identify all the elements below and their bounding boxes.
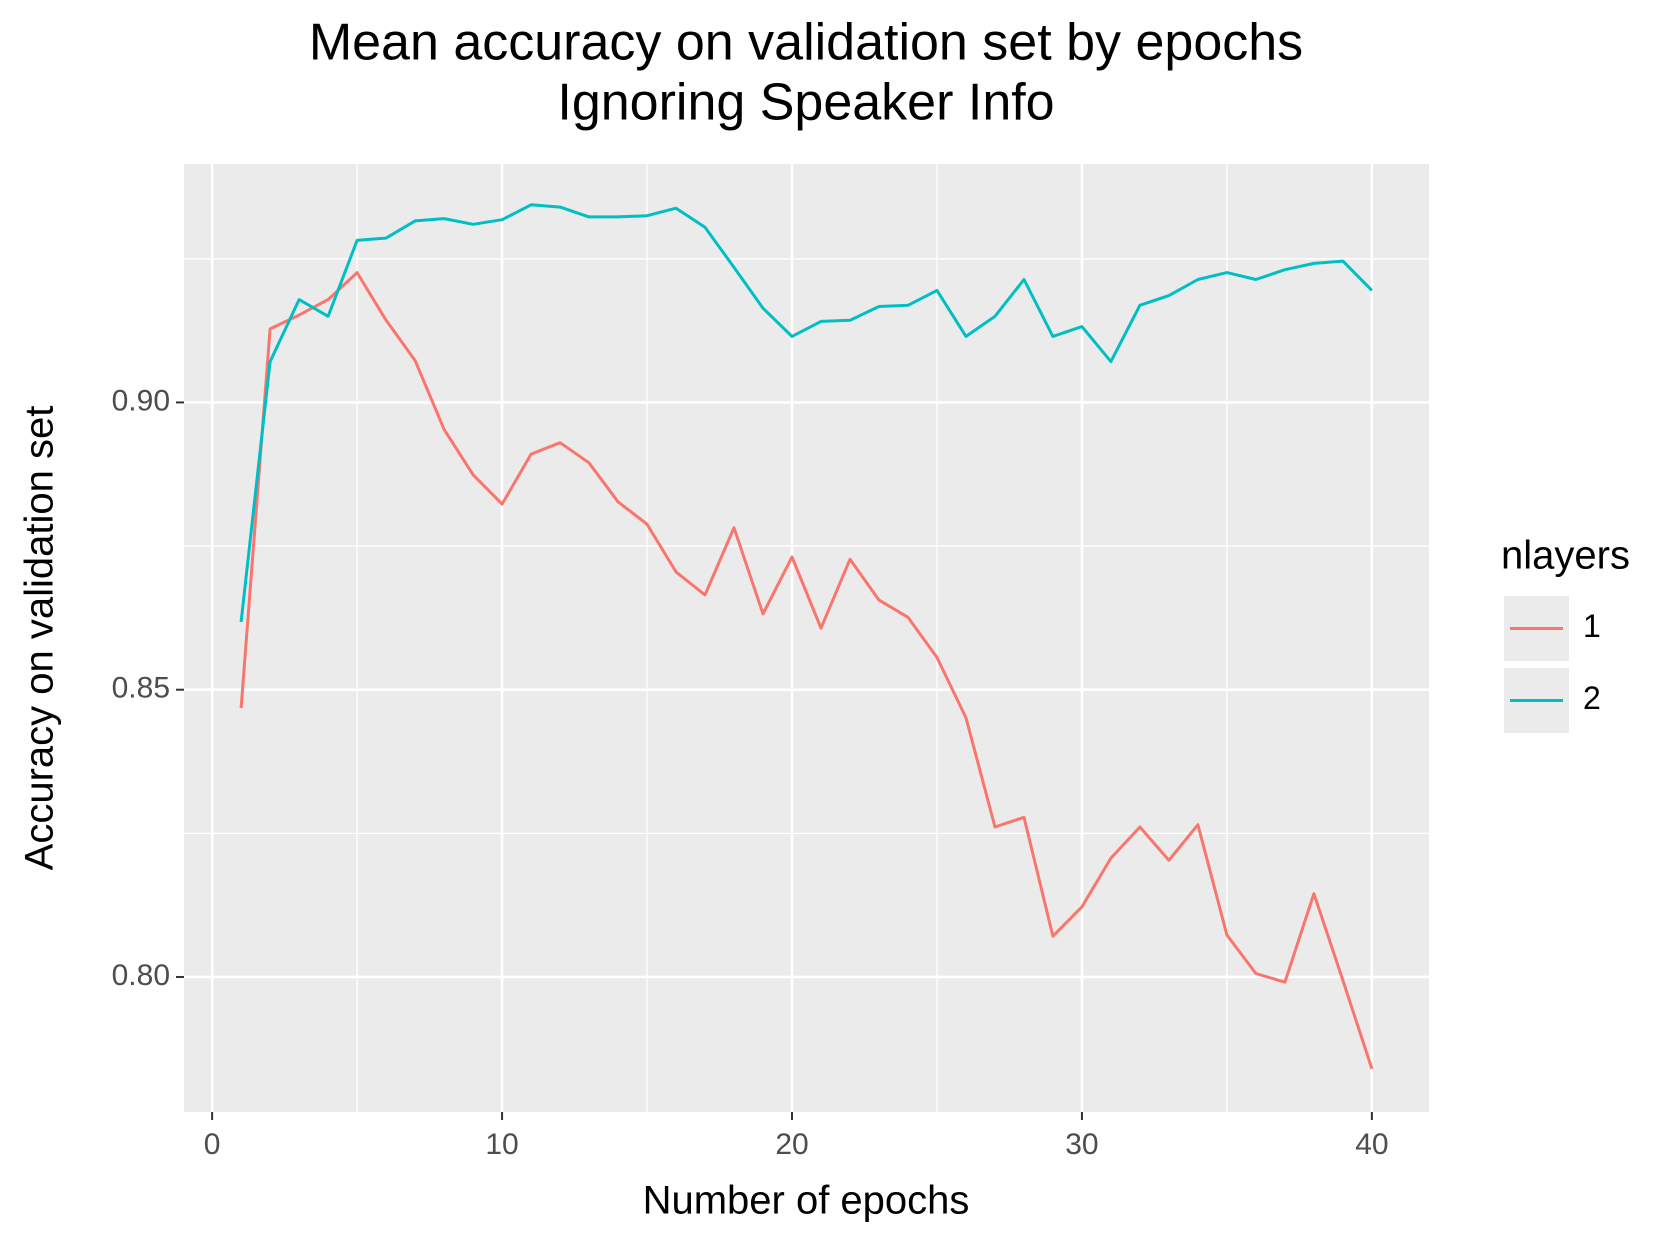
data-line [239,271,1374,1070]
legend-title: nlayers [1501,534,1630,578]
chart-title: Mean accuracy on validation set by epoch… [309,14,1303,72]
y-tick-label: 0.90 [112,384,170,417]
legend-label: 1 [1583,608,1601,644]
x-tick-label: 0 [204,1128,221,1161]
legend-label: 2 [1583,680,1601,716]
data-line [239,203,1373,623]
y-tick-label: 0.85 [112,672,170,705]
y-tick-label: 0.80 [112,959,170,992]
x-tick-label: 30 [1065,1128,1098,1161]
chart-subtitle: Ignoring Speaker Info [557,74,1054,132]
x-tick-label: 10 [485,1128,518,1161]
x-tick-label: 20 [775,1128,808,1161]
y-axis-title: Accuracy on validation set [18,406,62,871]
x-axis-title: Number of epochs [643,1179,970,1223]
plot-panel [184,164,1429,1112]
x-tick-label: 40 [1355,1128,1388,1161]
